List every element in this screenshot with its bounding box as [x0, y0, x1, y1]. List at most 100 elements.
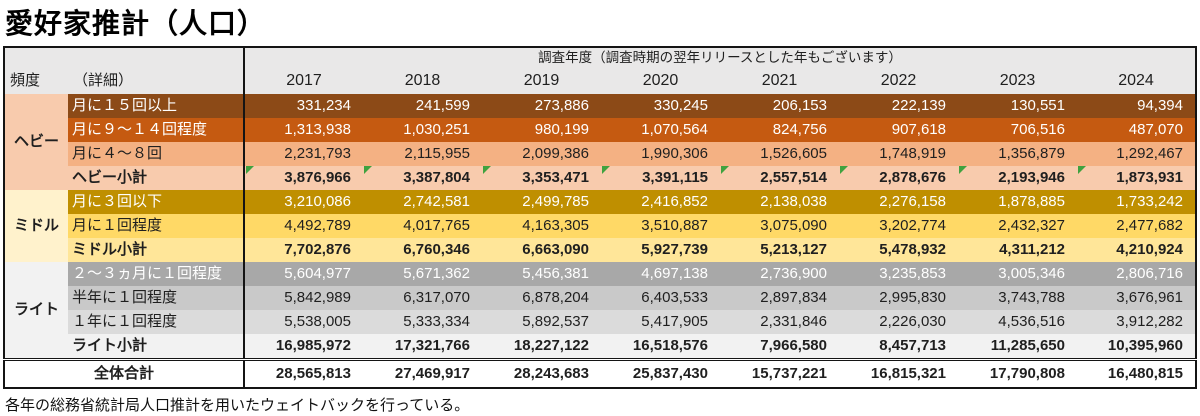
row-label: １年に１回程度: [68, 310, 244, 334]
value-cell: 2,193,946: [958, 166, 1077, 190]
row-label: 月に９～１４回程度: [68, 118, 244, 142]
year-header: 2024: [1077, 68, 1196, 94]
value-cell: 18,227,122: [482, 334, 601, 360]
group-label-middle: ミドル: [4, 190, 68, 262]
value-cell: 1,356,879: [958, 142, 1077, 166]
row-label: ライト小計: [68, 334, 244, 360]
value-cell: 16,815,321: [839, 358, 958, 388]
value-cell: 5,417,905: [601, 310, 720, 334]
value-cell: 2,557,514: [720, 166, 839, 190]
value-cell: 1,990,306: [601, 142, 720, 166]
value-cell: 6,317,070: [363, 286, 482, 310]
row-label: 全体合計: [4, 358, 244, 388]
value-cell: 1,873,931: [1077, 166, 1196, 190]
value-cell: 706,516: [958, 118, 1077, 142]
value-cell: 6,663,090: [482, 238, 601, 262]
value-cell: 2,995,830: [839, 286, 958, 310]
row-label: 半年に１回程度: [68, 286, 244, 310]
value-cell: 2,499,785: [482, 190, 601, 214]
value-cell: 222,139: [839, 94, 958, 118]
row-label: ミドル小計: [68, 238, 244, 262]
value-cell: 1,030,251: [363, 118, 482, 142]
value-cell: 5,213,127: [720, 238, 839, 262]
value-cell: 11,285,650: [958, 334, 1077, 360]
survey-year-banner: 調査年度（調査時期の翌年リリースとした年もございます）: [243, 47, 1196, 68]
value-cell: 331,234: [243, 94, 363, 118]
detail-column-header: （詳細）: [68, 47, 244, 94]
value-cell: 206,153: [720, 94, 839, 118]
value-cell: 7,966,580: [720, 334, 839, 360]
value-cell: 15,737,221: [720, 358, 839, 388]
header-row-banner: 頻度 （詳細） 調査年度（調査時期の翌年リリースとした年もございます）: [4, 47, 1196, 94]
value-cell: 3,075,090: [720, 214, 839, 238]
value-cell: 1,748,919: [839, 142, 958, 166]
estimate-table: 頻度 （詳細） 調査年度（調査時期の翌年リリースとした年もございます） 2017…: [3, 46, 1197, 389]
value-cell: 3,676,961: [1077, 286, 1196, 310]
value-cell: 3,510,887: [601, 214, 720, 238]
value-cell: 1,733,242: [1077, 190, 1196, 214]
green-corner-flag-icon: [483, 166, 491, 174]
value-cell: 5,456,381: [482, 262, 601, 286]
value-cell: 4,311,212: [958, 238, 1077, 262]
value-cell: 8,457,713: [839, 334, 958, 360]
value-cell: 3,210,086: [243, 190, 363, 214]
row-label: ヘビー小計: [68, 166, 244, 190]
row-label: 月に１５回以上: [68, 94, 244, 118]
value-cell: 94,394: [1077, 94, 1196, 118]
value-cell: 3,912,282: [1077, 310, 1196, 334]
year-header: 2022: [839, 68, 958, 94]
value-cell: 2,276,158: [839, 190, 958, 214]
value-cell: 2,331,846: [720, 310, 839, 334]
value-cell: 241,599: [363, 94, 482, 118]
value-cell: 2,231,793: [243, 142, 363, 166]
green-corner-flag-icon: [840, 166, 848, 174]
value-cell: 907,618: [839, 118, 958, 142]
value-cell: 6,878,204: [482, 286, 601, 310]
green-corner-flag-icon: [602, 166, 610, 174]
value-cell: 1,292,467: [1077, 142, 1196, 166]
value-cell: 3,387,804: [363, 166, 482, 190]
value-cell: 10,395,960: [1077, 334, 1196, 360]
year-header: 2021: [720, 68, 839, 94]
value-cell: 28,243,683: [482, 358, 601, 388]
frequency-column-header: 頻度: [4, 47, 68, 94]
value-cell: 3,353,471: [482, 166, 601, 190]
value-cell: 3,743,788: [958, 286, 1077, 310]
row-label: 月に３回以下: [68, 190, 244, 214]
value-cell: 7,702,876: [243, 238, 363, 262]
value-cell: 4,492,789: [243, 214, 363, 238]
row-light-subtotal: ライト小計 16,985,972 17,321,766 18,227,122 1…: [4, 334, 1196, 360]
value-cell: 2,416,852: [601, 190, 720, 214]
row-heavy-9to14: 月に９～１４回程度 1,313,938 1,030,251 980,199 1,…: [4, 118, 1196, 142]
green-corner-flag-icon: [1078, 166, 1086, 174]
row-middle-3less: ミドル 月に３回以下 3,210,086 2,742,581 2,499,785…: [4, 190, 1196, 262]
value-cell: 4,536,516: [958, 310, 1077, 334]
value-cell: 5,478,932: [839, 238, 958, 262]
value-cell: 28,565,813: [243, 358, 363, 388]
value-cell: 130,551: [958, 94, 1077, 118]
green-corner-flag-icon: [959, 166, 967, 174]
value-cell: 6,403,533: [601, 286, 720, 310]
value-cell: 5,333,334: [363, 310, 482, 334]
green-corner-flag-icon: [721, 166, 729, 174]
group-label-heavy: ヘビー: [4, 94, 68, 190]
value-cell: 17,790,808: [958, 358, 1077, 388]
footnote: 各年の総務省統計局人口推計を用いたウェイトバックを行っている。: [5, 397, 470, 414]
value-cell: 5,604,977: [243, 262, 363, 286]
value-cell: 16,480,815: [1077, 358, 1196, 388]
year-header: 2018: [363, 68, 482, 94]
value-cell: 16,518,576: [601, 334, 720, 360]
value-cell: 273,886: [482, 94, 601, 118]
year-header: 2017: [243, 68, 363, 94]
row-light-halfyear: 半年に１回程度 5,842,989 6,317,070 6,878,204 6,…: [4, 286, 1196, 310]
value-cell: 3,876,966: [243, 166, 363, 190]
year-header: 2020: [601, 68, 720, 94]
row-heavy-15plus: ヘビー 月に１５回以上 331,234 241,599 273,886 330,…: [4, 94, 1196, 190]
value-cell: 3,391,115: [601, 166, 720, 190]
value-cell: 17,321,766: [363, 334, 482, 360]
value-cell: 2,742,581: [363, 190, 482, 214]
value-cell: 4,163,305: [482, 214, 601, 238]
value-cell: 3,235,853: [839, 262, 958, 286]
row-label: ２～３ヵ月に１回程度: [68, 262, 244, 286]
value-cell: 4,210,924: [1077, 238, 1196, 262]
